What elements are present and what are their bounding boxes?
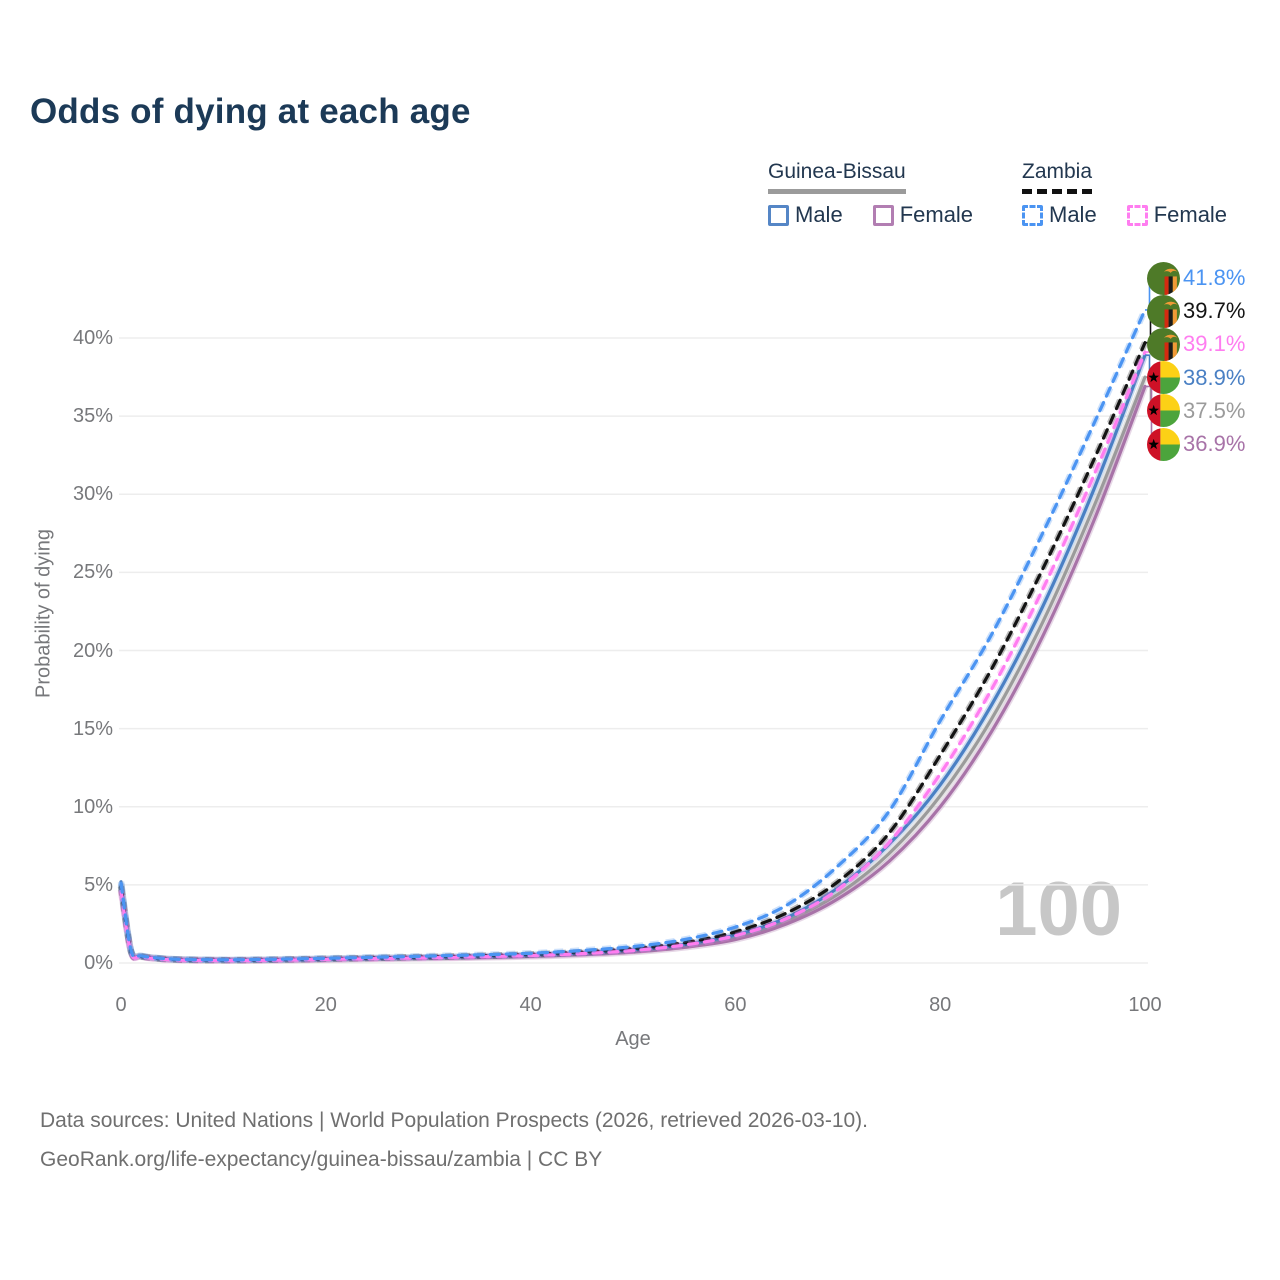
zambia-male-line[interactable] <box>119 308 1147 962</box>
legend-item-label: Female <box>899 202 974 227</box>
y-tick-label: 5% <box>84 873 113 896</box>
zambia-male-end-value: 41.8% <box>1183 265 1246 290</box>
y-tick-label: 0% <box>84 952 113 974</box>
zambia-flag-icon <box>1147 261 1180 295</box>
guinea-bissau-male-line-halo <box>117 354 1149 964</box>
legend-item-guinea-bissau-male[interactable]: Male <box>768 202 843 228</box>
legend-header-guinea-bissau[interactable]: Guinea-Bissau <box>768 160 906 194</box>
legend-item-guinea-bissau-female[interactable]: Female <box>872 202 974 228</box>
y-tick-label: 35% <box>72 405 113 428</box>
y-tick-label: 10% <box>72 795 113 818</box>
zambia-male-swatch-icon <box>1022 204 1043 226</box>
x-tick-label: 80 <box>929 994 952 1016</box>
zambia-female-end-label-row: 39.1% <box>1147 327 1245 361</box>
guinea-bissau-total-end-value: 37.5% <box>1183 397 1246 423</box>
legend-group-guinea-bissau: Guinea-Bissau Male Female <box>768 160 973 228</box>
y-tick-label: 30% <box>72 483 113 506</box>
legend-item-label: Female <box>1153 202 1228 227</box>
legend-group-zambia: Zambia Male Female <box>1022 160 1227 228</box>
legend-item-label: Male <box>795 202 843 227</box>
guinea-bissau-female-line-halo <box>117 385 1149 964</box>
plot-area[interactable] <box>0 0 1280 1080</box>
x-tick-label: 40 <box>519 994 542 1016</box>
zambia-female-swatch-icon <box>1126 204 1148 226</box>
x-axis-title: Age <box>615 1028 651 1050</box>
zambia-total-end-value: 39.7% <box>1183 298 1246 324</box>
x-tick-label: 100 <box>1128 994 1162 1016</box>
legend-items-guinea-bissau: Male Female <box>768 202 973 228</box>
guinea-bissau-female-line[interactable] <box>119 384 1147 962</box>
page-title: Odds of dying at each age <box>30 92 471 131</box>
footer-data-sources: Data sources: United Nations | World Pop… <box>40 1109 869 1132</box>
zambia-total-line[interactable] <box>119 341 1147 962</box>
zambia-flag-icon <box>1147 327 1180 361</box>
hover-age-watermark: 100 <box>995 867 1122 952</box>
guinea-bissau-flag-icon <box>1147 427 1180 461</box>
guinea-bissau-female-swatch-icon <box>872 204 894 226</box>
guinea-bissau-male-line[interactable] <box>119 353 1147 962</box>
legend-header-zambia[interactable]: Zambia <box>1022 160 1093 194</box>
footer-attribution: GeoRank.org/life-expectancy/guinea-bissa… <box>40 1148 603 1171</box>
y-tick-label: 40% <box>72 327 113 349</box>
zambia-male-end-label-row: 41.8% <box>1147 261 1245 295</box>
x-tick-label: 20 <box>314 994 337 1016</box>
guinea-bissau-male-end-value: 38.9% <box>1183 364 1246 390</box>
x-tick-label: 0 <box>115 994 127 1016</box>
guinea-bissau-male-end-label-row: 38.9% <box>1147 361 1245 395</box>
y-tick-label: 15% <box>72 717 113 740</box>
zambia-female-line[interactable] <box>119 350 1147 963</box>
guinea-bissau-total-end-label-row: 37.5% <box>1147 394 1245 428</box>
x-tick-label: 60 <box>724 994 747 1016</box>
guinea-bissau-male-swatch-icon <box>768 204 789 226</box>
legend-items-zambia: Male Female <box>1022 202 1227 228</box>
y-tick-label: 20% <box>72 639 113 662</box>
legend-item-zambia-male[interactable]: Male <box>1022 202 1097 228</box>
legend-item-zambia-female[interactable]: Female <box>1126 202 1228 228</box>
y-tick-label: 25% <box>72 561 113 584</box>
zambia-total-line-halo <box>117 341 1148 964</box>
zambia-flag-icon <box>1147 294 1180 328</box>
guinea-bissau-flag-icon <box>1147 361 1180 395</box>
gridlines <box>119 337 1148 964</box>
guinea-bissau-flag-icon <box>1147 394 1180 428</box>
zambia-female-end-value: 39.1% <box>1183 331 1246 357</box>
guinea-bissau-female-end-value: 36.9% <box>1183 431 1246 456</box>
legend-item-label: Male <box>1049 202 1097 227</box>
guinea-bissau-female-end-label-row: 36.9% <box>1147 427 1245 461</box>
zambia-total-end-label-row: 39.7% <box>1147 294 1245 328</box>
zambia-female-line-halo <box>117 350 1149 964</box>
